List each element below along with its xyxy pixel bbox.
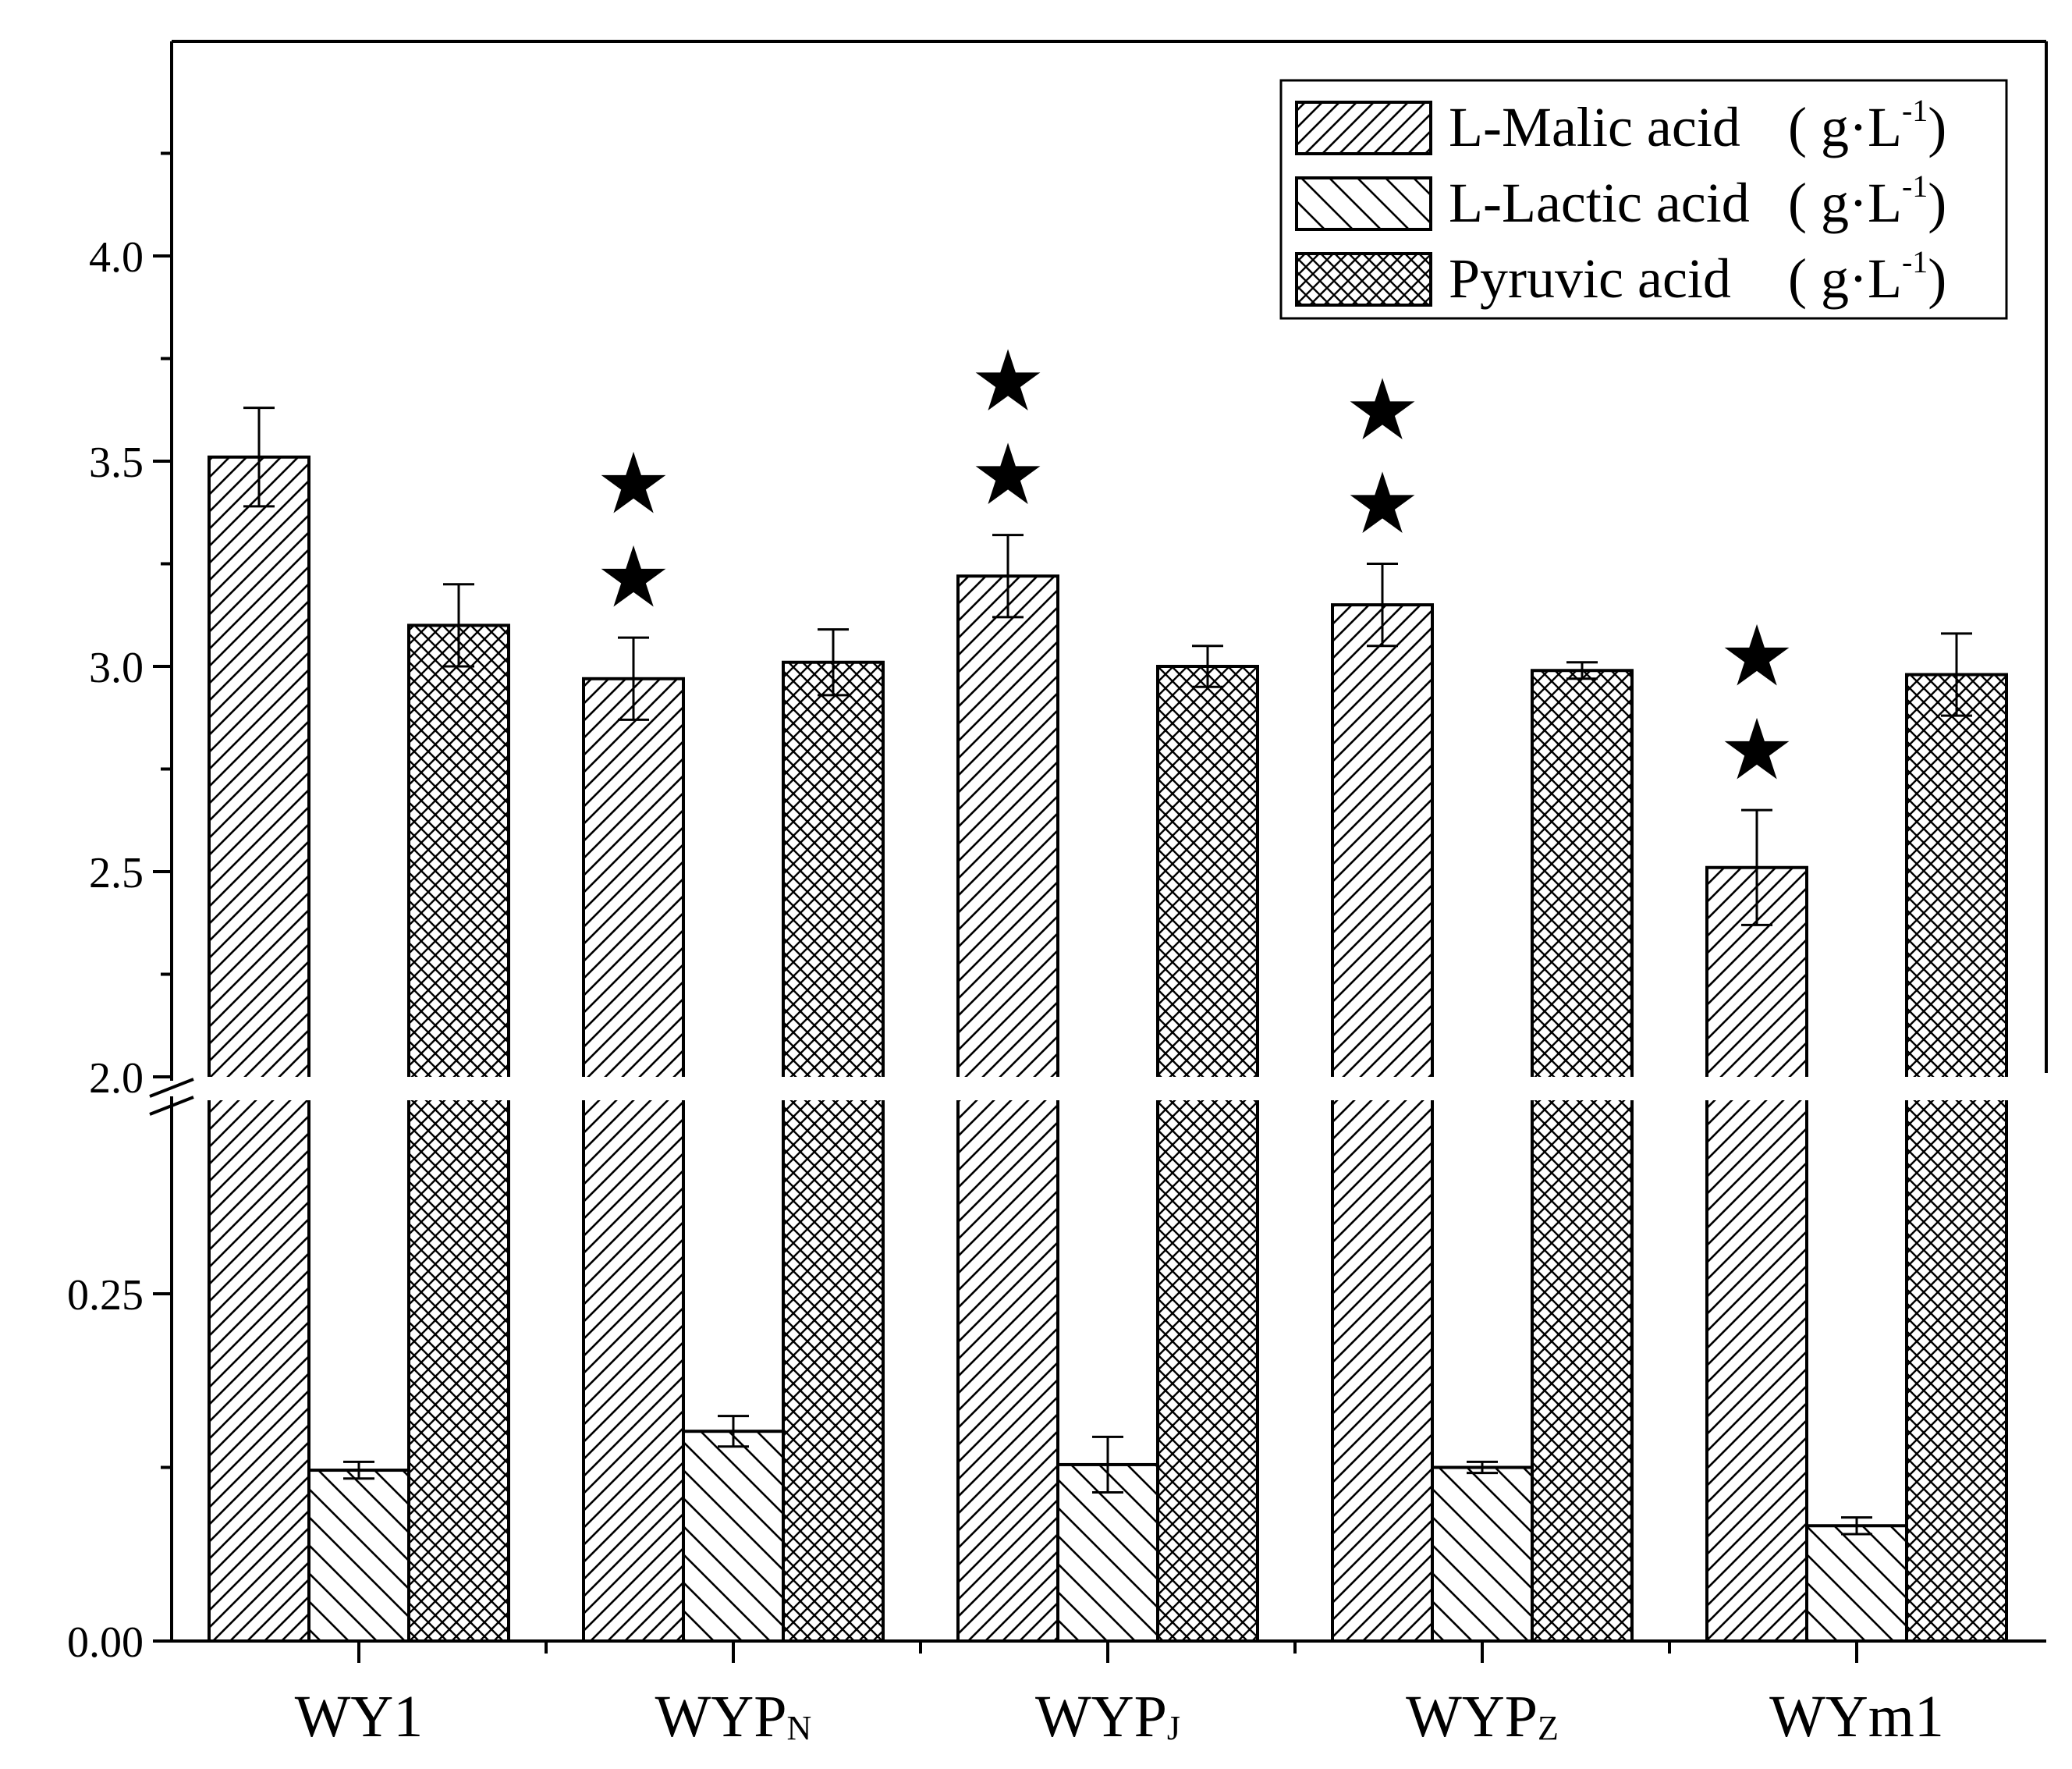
x-category-label: WYPN	[655, 1684, 812, 1749]
legend-swatch	[1295, 101, 1432, 155]
significance-star: ★	[1345, 362, 1421, 460]
x-category-label: WY1	[295, 1684, 424, 1749]
significance-star: ★	[596, 435, 672, 533]
significance-stars-layer: ★★ ★★★★★★	[596, 333, 1795, 799]
significance-star: ★	[970, 427, 1046, 524]
bar-pyruvic-acid-4	[1905, 673, 2008, 1643]
bar-pyruvic-acid-0	[407, 623, 510, 1643]
legend-swatch	[1295, 252, 1432, 307]
legend-unit: ( g·L-1)	[1788, 93, 1946, 158]
bar-l-malic-acid-3	[1331, 603, 1434, 1643]
y-tick-label: 4.0	[89, 233, 144, 282]
y-tick-label: 0.25	[67, 1271, 144, 1320]
significance-star: ★	[1719, 608, 1795, 705]
legend-unit: ( g·L-1)	[1788, 244, 1946, 310]
y-tick-label: 0.00	[67, 1618, 144, 1667]
significance-star: ★	[596, 529, 672, 627]
legend: L-Malic acid ( g·L-1) L-Lactic acid ( g·L-1…	[1279, 79, 2008, 320]
error-bar-0-2	[992, 534, 1024, 619]
y-tick-label: 3.0	[89, 644, 144, 692]
significance-star: ★	[1719, 702, 1795, 799]
legend-label: L-Lactic acid	[1449, 172, 1750, 234]
axis-break-gap	[174, 1077, 2044, 1100]
error-bar-1-1	[718, 1415, 749, 1448]
error-bar-1-3	[1467, 1460, 1498, 1475]
error-bars-layer	[243, 407, 1972, 1536]
legend-swatch	[1295, 176, 1432, 231]
error-bar-0-0	[243, 407, 275, 508]
x-category-labels-layer: WY1 WYPN WYPJ WYPZ WYm1	[295, 1684, 1944, 1749]
y-tick-label: 2.0	[89, 1054, 144, 1103]
bar-l-malic-acid-4	[1705, 865, 1808, 1643]
bar-pyruvic-acid-3	[1531, 669, 1634, 1643]
legend-label: Pyruvic acid	[1449, 247, 1731, 310]
y-tick-label: 3.5	[89, 439, 144, 487]
error-bar-2-3	[1566, 661, 1598, 680]
axis-break-mark	[149, 1096, 194, 1116]
bar-l-lactic-acid-2	[1056, 1462, 1159, 1643]
bar-l-lactic-acid-0	[307, 1469, 410, 1643]
bar-pyruvic-acid-1	[782, 660, 885, 1643]
error-bar-1-4	[1841, 1516, 1872, 1536]
y-tick-label: 2.5	[89, 849, 144, 897]
error-bar-2-1	[818, 628, 849, 697]
error-bar-1-0	[343, 1460, 374, 1480]
axis-break-mark	[149, 1078, 194, 1098]
legend-unit: ( g·L-1)	[1788, 169, 1946, 234]
significance-star: ★	[1345, 456, 1421, 553]
x-category-label: WYm1	[1769, 1684, 1944, 1749]
error-bar-0-3	[1367, 563, 1398, 648]
x-category-label: WYPZ	[1406, 1684, 1559, 1749]
error-bar-2-4	[1941, 632, 1972, 717]
x-category-label: WYPJ	[1035, 1684, 1180, 1749]
error-bar-0-1	[618, 636, 649, 721]
bar-l-malic-acid-1	[582, 677, 685, 1643]
error-bar-1-2	[1092, 1435, 1123, 1494]
y-tick-labels-layer: 2.0 2.5 3.0 3.5 4.0 0.00 0.25	[67, 233, 144, 1667]
bar-pyruvic-acid-2	[1156, 665, 1259, 1643]
error-bar-2-0	[443, 583, 474, 668]
error-bar-2-2	[1192, 645, 1223, 688]
break-gap	[174, 1077, 2044, 1100]
bar-l-lactic-acid-3	[1431, 1465, 1534, 1643]
axes-layer	[149, 40, 2048, 1663]
error-bar-0-4	[1741, 808, 1772, 926]
significance-star: ★	[970, 333, 1046, 431]
bar-l-malic-acid-0	[208, 455, 310, 1643]
bar-l-lactic-acid-4	[1805, 1524, 1908, 1643]
bars-layer	[208, 455, 2008, 1643]
legend-label: L-Malic acid	[1449, 96, 1740, 158]
bar-l-malic-acid-2	[956, 574, 1059, 1643]
bar-l-lactic-acid-1	[682, 1430, 785, 1643]
